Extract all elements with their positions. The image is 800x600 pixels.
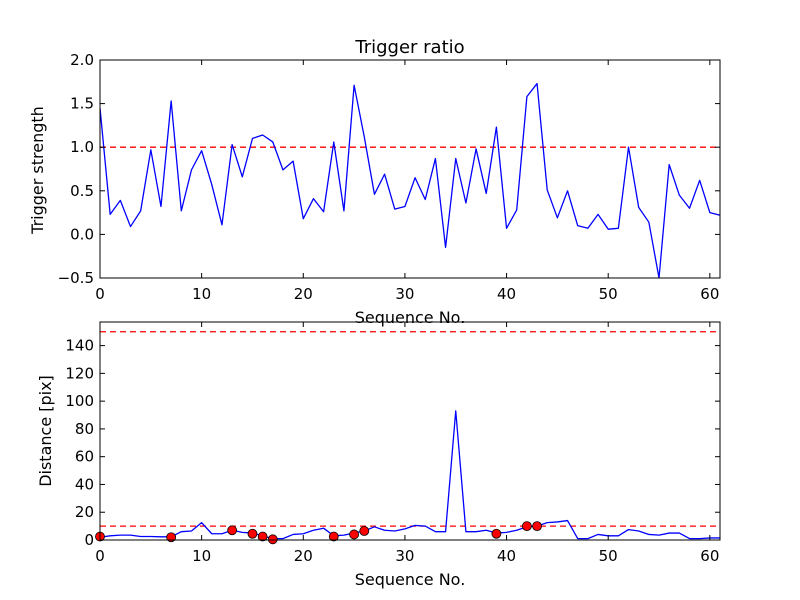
distance-y-tick-label-1: 20 bbox=[75, 503, 94, 521]
distance-y-tick-label-7: 140 bbox=[65, 337, 94, 355]
distance-x-tick-label-1: 10 bbox=[192, 547, 211, 565]
trigger-y-tick-label-2: 0.5 bbox=[70, 182, 94, 200]
distance-chart: 0 10 20 30 40 50 60 0 20 40 60 80 100 120 140 Sequence… bbox=[36, 321, 721, 589]
trigger-chart-marks: 0 10 20 30 40 50 60 −0.5 0.0 0.5 1.0 1.5 2.0 bbox=[58, 51, 721, 303]
distance-x-tick-label-2: 20 bbox=[294, 547, 313, 565]
trigger-plot-frame bbox=[99, 59, 721, 279]
trigger-series-line-0 bbox=[100, 82, 720, 278]
trigger-x-tick-label-4: 40 bbox=[497, 285, 516, 303]
trigger-x-tick-label-0: 0 bbox=[95, 285, 105, 303]
trigger-x-tick-label-1: 10 bbox=[192, 285, 211, 303]
distance-y-tick-label-2: 40 bbox=[75, 475, 94, 493]
distance-y-tick-label-4: 80 bbox=[75, 420, 94, 438]
distance-point-2 bbox=[227, 525, 238, 536]
trigger-y-tick-label-4: 1.5 bbox=[70, 95, 94, 113]
distance-point-5 bbox=[267, 534, 278, 545]
distance-point-6 bbox=[328, 531, 339, 542]
distance-point-10 bbox=[521, 521, 532, 532]
distance-point-1 bbox=[166, 532, 177, 543]
distance-point-3 bbox=[247, 528, 258, 539]
distance-y-tick-label-0: 0 bbox=[84, 531, 94, 549]
trigger-y-tick-label-3: 1.0 bbox=[70, 138, 94, 156]
distance-point-9 bbox=[491, 528, 502, 539]
trigger-x-tick-label-5: 50 bbox=[599, 285, 618, 303]
distance-chart-x-axis-label: Sequence No. bbox=[355, 570, 466, 589]
trigger-y-tick-label-5: 2.0 bbox=[70, 51, 94, 69]
trigger-chart-title: Trigger ratio bbox=[354, 37, 464, 58]
trigger-y-tick-label-0: −0.5 bbox=[58, 269, 94, 287]
distance-series-line-0 bbox=[100, 410, 720, 540]
trigger-x-tick-label-6: 60 bbox=[700, 285, 719, 303]
distance-point-11 bbox=[532, 521, 542, 532]
distance-x-tick-label-0: 0 bbox=[95, 547, 105, 565]
distance-y-tick-label-3: 60 bbox=[75, 448, 94, 466]
distance-x-tick-label-6: 60 bbox=[700, 547, 719, 565]
trigger-y-tick-label-1: 0.0 bbox=[70, 225, 94, 243]
distance-point-7 bbox=[349, 529, 359, 540]
distance-plot-frame bbox=[99, 321, 721, 541]
trigger-chart-y-axis-label: Trigger strength bbox=[28, 106, 47, 235]
trigger-x-tick-label-2: 20 bbox=[294, 285, 313, 303]
distance-x-tick-label-4: 40 bbox=[497, 547, 516, 565]
distance-chart-marks: 0 10 20 30 40 50 60 0 20 40 60 80 100 120 140 bbox=[65, 321, 721, 565]
trigger-chart-x-axis-label: Sequence No. bbox=[355, 308, 466, 327]
distance-y-tick-label-5: 100 bbox=[65, 392, 94, 410]
trigger-ratio-chart: Trigger ratio 0 10 20 30 40 50 60 −0.5 0.0 0.5 1.0… bbox=[28, 37, 721, 327]
distance-x-tick-label-5: 50 bbox=[599, 547, 618, 565]
distance-point-8 bbox=[359, 526, 370, 536]
distance-chart-y-axis-label: Distance [pix] bbox=[36, 375, 55, 487]
distance-x-tick-label-3: 30 bbox=[395, 547, 414, 565]
distance-y-tick-label-6: 120 bbox=[65, 364, 94, 382]
distance-point-4 bbox=[257, 531, 268, 542]
trigger-x-tick-label-3: 30 bbox=[395, 285, 414, 303]
